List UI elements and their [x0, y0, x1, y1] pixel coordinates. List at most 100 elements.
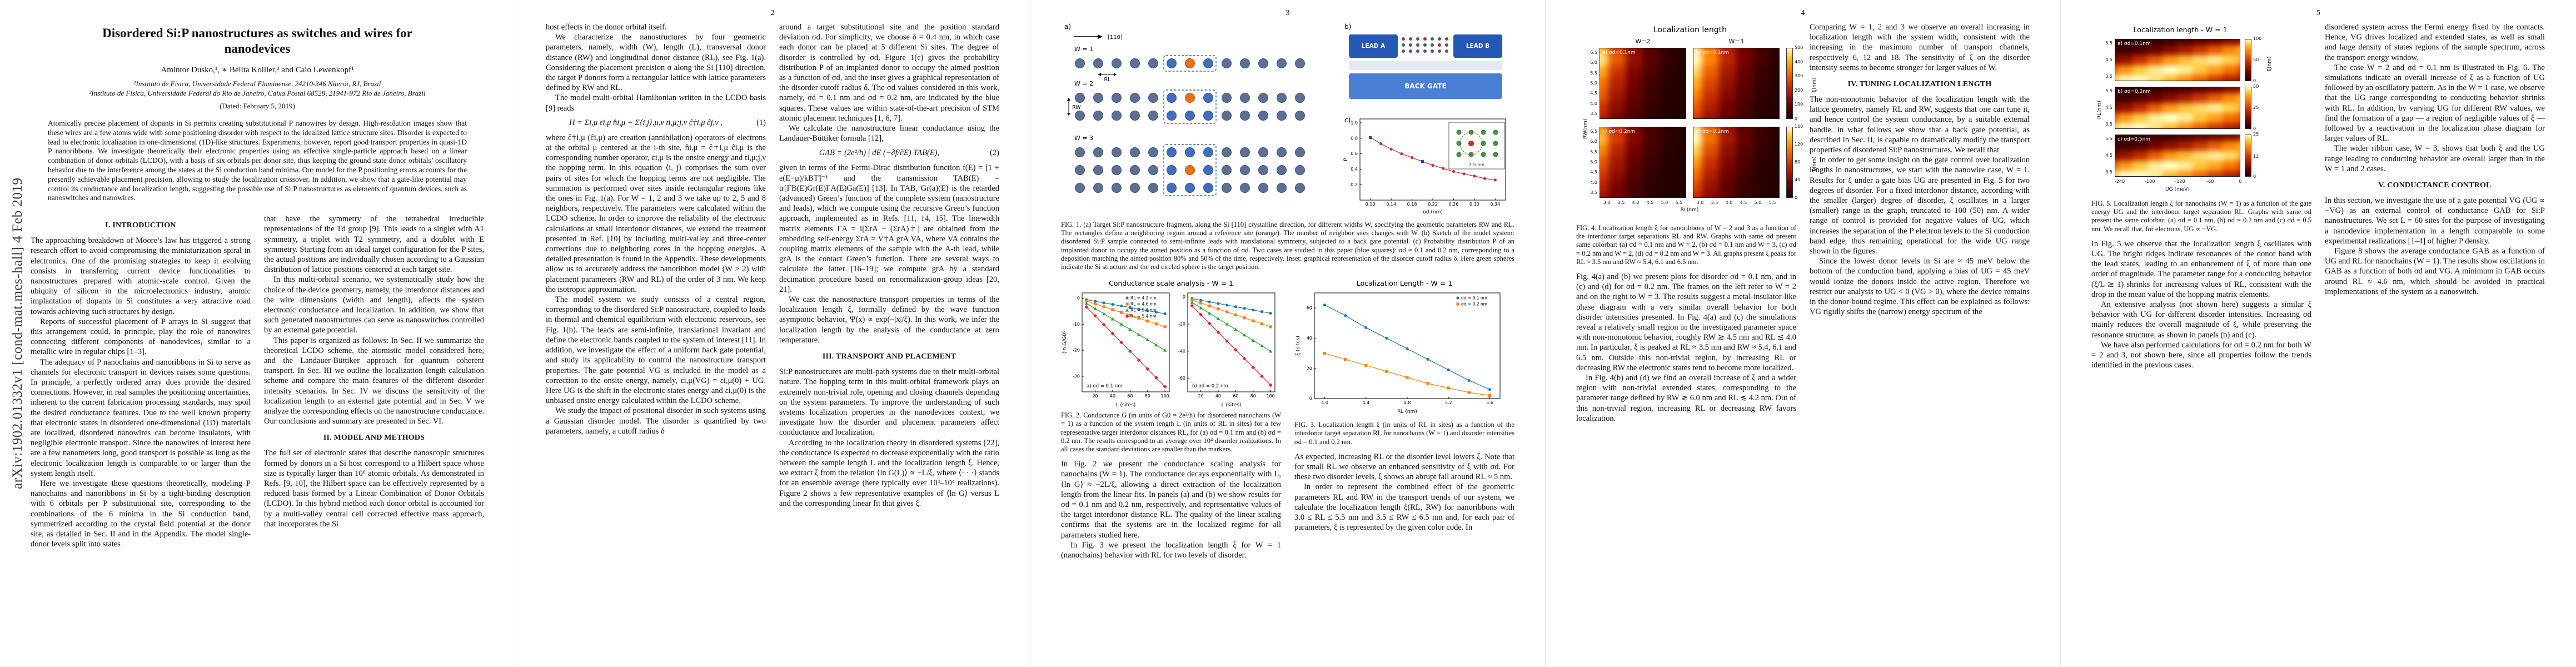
axis-label: 5.0 — [1661, 200, 1668, 205]
svg-text:-20: -20 — [1073, 348, 1080, 353]
svg-text:σd = 0.1 nm: σd = 0.1 nm — [1461, 296, 1487, 301]
column-left: host effects in the donor orbital itself… — [546, 22, 766, 509]
authors-line: Amintor Dusko,¹, ∗ Belita Koiller,² and … — [161, 66, 354, 74]
affiliation-1: ¹Instituto de Física, Universidade Feder… — [133, 79, 381, 88]
svg-text:⟨ln G/G0⟩: ⟨ln G/G0⟩ — [1062, 331, 1068, 354]
paragraph: The model system we study consists of a … — [546, 295, 766, 406]
paper-title: Disordered Si:P nanostructures as switch… — [102, 26, 412, 56]
svg-text:0: 0 — [1183, 295, 1185, 300]
paragraph: In Fig. 3 we present the localization le… — [1061, 540, 1281, 560]
figure-4-heatmaps: Localization length W=2 W=3 a) σd=0.1nm b) σ… — [1576, 24, 1817, 221]
figure-caption: FIG. 2. Conductance G (in units of G0 = … — [1061, 411, 1281, 454]
svg-text:0.30: 0.30 — [1469, 202, 1479, 207]
equation-body: GAB = (2e²/h) ∫ dE (−∂f/∂E) TAB(E), — [819, 148, 940, 158]
heatmap-panel — [2115, 39, 2240, 81]
svg-text:100: 100 — [1161, 394, 1169, 399]
svg-text:100: 100 — [1267, 394, 1275, 399]
axis-label: RL(nm) — [2097, 101, 2102, 119]
axis-label: 6.5 — [1590, 129, 1597, 135]
page-1: arXiv:1902.01332v1 [cond-mat.mes-hall] 4… — [0, 0, 515, 667]
axis-label: 5.5 — [1590, 149, 1597, 155]
axis-label: d) σd=0.2nm — [1696, 129, 1729, 135]
svg-text:L (sites): L (sites) — [1116, 402, 1136, 408]
paragraph: In Fig. 4(b) and (d) we find an overall … — [1576, 374, 1796, 423]
svg-text:-10: -10 — [1073, 322, 1080, 327]
figure-1: a) [110] W = 1 W = 2 W = 3 RL RW b) LEAD A LEAD B… — [1061, 20, 1514, 218]
svg-text:0.26: 0.26 — [1449, 202, 1459, 207]
page-number: 3 — [1285, 9, 1290, 17]
axis-label: 5.5 — [1675, 200, 1683, 205]
axis-label: RL(nm) — [1680, 207, 1699, 213]
axis-label: -180 — [2145, 179, 2155, 184]
section-heading: III. TRANSPORT AND PLACEMENT — [822, 352, 956, 361]
paragraph: We study the impact of positional disord… — [546, 406, 766, 436]
axis-label: W=2 — [1635, 38, 1651, 45]
paragraph: given in terms of the Fermi-Dirac distri… — [779, 163, 999, 294]
axis-label: 3.5 — [2105, 122, 2112, 127]
axis-label: 3.5 — [1590, 190, 1597, 195]
svg-text:0.6: 0.6 — [1351, 151, 1358, 156]
axis-label: 6.0 — [1590, 60, 1597, 66]
axis-label: a) σd=0.1nm — [1602, 50, 1636, 56]
paragraph: Reports of successful placement of P arr… — [31, 317, 251, 357]
paragraph: An extensive analysis (not shown here) s… — [2091, 300, 2311, 340]
svg-text:b) σd = 0.2 nm: b) σd = 0.2 nm — [1192, 384, 1228, 389]
equation: GAB = (2e²/h) ∫ dE (−∂f/∂E) TAB(E), (2) — [779, 148, 999, 158]
paragraph: This paper is organized as follows: In S… — [264, 336, 484, 426]
two-column-layout: I. INTRODUCTION The approaching breakdown… — [0, 214, 515, 549]
wide-figure-area: a) [110] W = 1 W = 2 W = 3 RL RW b) LEAD A LEAD B… — [1030, 20, 1545, 271]
paragraph: According to the localization theory in … — [779, 438, 1000, 508]
device-schematic: b) LEAD A LEAD B BACK GATE — [1344, 23, 1502, 99]
column-left: Localization length W=2 W=3 a) σd=0.1nm b) σ… — [1576, 22, 1817, 424]
axis-label: 5.5 — [2105, 40, 2112, 46]
axis-label: 120 — [1795, 142, 1803, 147]
axis-label: 0 — [1795, 116, 1798, 121]
paragraph: We have also performed calculations for … — [2091, 340, 2311, 370]
axis-label: 0 — [2239, 179, 2242, 184]
axis-label: 4.5 — [2105, 153, 2112, 158]
svg-text:5.2: 5.2 — [1445, 400, 1452, 405]
svg-text:40: 40 — [1215, 394, 1221, 399]
paragraph: where ĉ†i,μ (ĉi,μ) are creation (annihil… — [546, 133, 766, 294]
axis-label: -240 — [2114, 179, 2125, 184]
svg-text:0.18: 0.18 — [1407, 202, 1417, 207]
heatmap-panel — [1600, 48, 1686, 119]
section-heading: II. MODEL AND METHODS — [323, 434, 425, 442]
axis-label: 0 — [1795, 195, 1798, 200]
axis-label: 5.5 — [1590, 70, 1597, 76]
svg-text:60: 60 — [1233, 394, 1238, 399]
svg-text:0.22: 0.22 — [1428, 202, 1438, 207]
svg-text:RL (nm): RL (nm) — [1397, 409, 1417, 415]
svg-text:0.34: 0.34 — [1490, 202, 1500, 207]
colorbar — [1786, 48, 1793, 119]
axis-label: ξ(nm) — [1812, 77, 1817, 92]
svg-text:-60: -60 — [1178, 376, 1185, 381]
svg-text:W = 3: W = 3 — [1074, 135, 1093, 142]
svg-text:1.0: 1.0 — [1351, 121, 1358, 126]
column-right: around a target substitutional site and … — [779, 22, 999, 509]
conductance-panel: 20 40 60 80 100 0 -10 -20 -30 L (sites) ⟨ln G/G0⟩ a… — [1062, 292, 1170, 408]
page-number: 4 — [1801, 9, 1805, 17]
axis-label: 25 — [2253, 132, 2259, 137]
paragraph: The adequacy of P nanochains and nanorib… — [31, 357, 251, 478]
svg-text:σd = 0.2 nm: σd = 0.2 nm — [1461, 302, 1487, 307]
svg-text:0.14: 0.14 — [1386, 202, 1396, 207]
colorbar — [1786, 127, 1793, 198]
paragraph: We calculate the nanostructure linear co… — [779, 124, 999, 143]
axis-label: 6.5 — [1590, 50, 1597, 56]
paragraph: Since the lowest donor levels in Si are … — [1810, 257, 2030, 317]
axis-label: 0 — [2253, 126, 2256, 131]
svg-text:-20: -20 — [1178, 322, 1185, 327]
axis-label: 3.0 — [1603, 200, 1611, 205]
figure-3-localization: Localization Length - W = 1 4.0 4.4 4.8 5.2 5… — [1294, 279, 1514, 418]
paragraph: In this multi-orbital scenario, we syste… — [264, 275, 484, 335]
svg-text:2.5 nm: 2.5 nm — [1469, 162, 1484, 167]
figure-caption: FIG. 5. Localization length ξ for nanoch… — [2091, 200, 2311, 233]
colorbar — [2245, 135, 2251, 177]
paragraph: The approaching breakdown of Moore’s law… — [31, 236, 251, 316]
axis-label: 3.5 — [2105, 74, 2112, 79]
figure-title: Localization length — [1653, 26, 1727, 34]
axis-label: 3.5 — [1590, 111, 1597, 116]
axis-label: 0 — [2253, 78, 2256, 83]
